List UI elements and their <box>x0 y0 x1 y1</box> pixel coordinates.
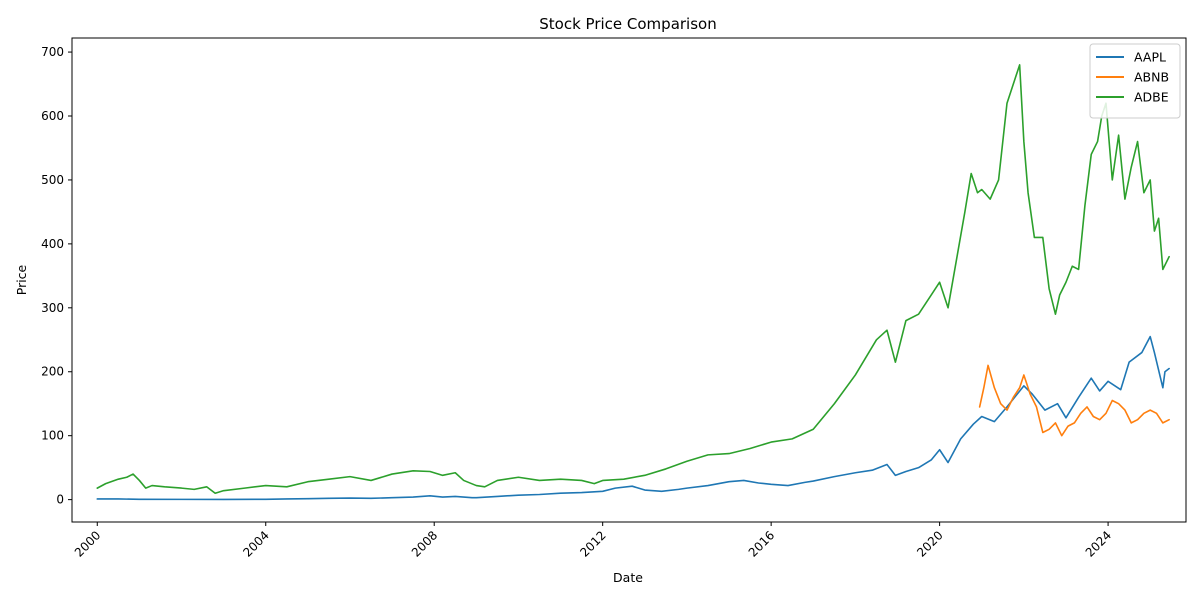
legend: AAPL ABNB ADBE <box>1089 43 1181 119</box>
y-axis: 0 100 200 300 400 500 600 700 <box>41 45 72 507</box>
plot-frame <box>71 37 1187 523</box>
chart-title: Stock Price Comparison <box>539 15 716 33</box>
y-tick-label: 200 <box>41 365 64 379</box>
series-line-aapl <box>96 335 1170 501</box>
legend-label-aapl: AAPL <box>1134 50 1166 65</box>
y-tick-label: 500 <box>41 173 64 187</box>
legend-label-adbe: ADBE <box>1134 90 1169 105</box>
y-tick-label: 700 <box>41 45 64 59</box>
y-tick-label: 300 <box>41 301 64 315</box>
y-tick-label: 100 <box>41 429 64 443</box>
y-tick-label: 600 <box>41 109 64 123</box>
series-layer <box>96 64 1170 501</box>
legend-box <box>1089 43 1181 119</box>
series-line-adbe <box>96 64 1170 495</box>
y-axis-label: Price <box>14 264 29 295</box>
x-axis-label: Date <box>613 570 643 585</box>
y-tick-label: 0 <box>56 493 64 507</box>
y-tick-label: 400 <box>41 237 64 251</box>
series-line-abnb <box>978 364 1170 437</box>
legend-label-abnb: ABNB <box>1134 70 1169 85</box>
